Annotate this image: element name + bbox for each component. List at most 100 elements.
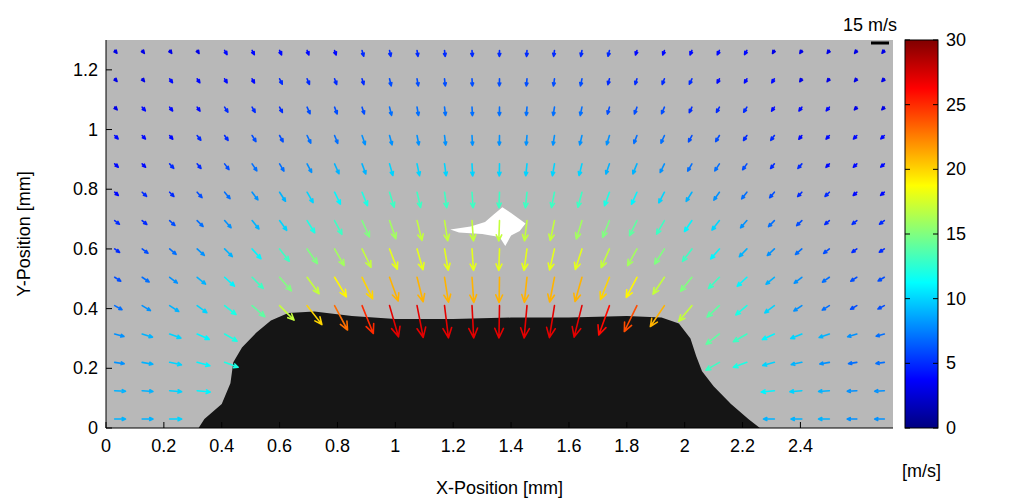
velocity-arrow — [498, 50, 501, 56]
reference-label: 15 m/s — [843, 15, 897, 35]
velocity-arrow — [280, 192, 286, 201]
velocity-arrow — [607, 79, 610, 85]
velocity-arrow — [876, 334, 884, 337]
velocity-arrow — [224, 50, 227, 54]
velocity-arrow — [252, 249, 261, 259]
velocity-arrow — [853, 164, 856, 167]
velocity-arrow — [141, 50, 144, 53]
velocity-arrow — [280, 79, 283, 84]
velocity-arrow — [115, 306, 122, 310]
velocity-arrow — [280, 221, 287, 231]
velocity-arrow — [522, 249, 528, 270]
x-tick-label: 2.2 — [730, 436, 755, 456]
velocity-arrow — [471, 50, 474, 56]
colorbar-tick — [933, 40, 938, 41]
velocity-arrow — [791, 334, 802, 339]
velocity-arrow — [115, 249, 120, 252]
colorbar-tick — [933, 104, 938, 105]
velocity-arrow — [761, 390, 774, 394]
velocity-arrow — [142, 390, 153, 393]
velocity-arrow — [115, 362, 125, 365]
velocity-arrow — [197, 107, 200, 111]
x-tick — [626, 422, 627, 428]
velocity-arrow — [471, 164, 474, 176]
velocity-arrow — [635, 50, 638, 55]
velocity-arrow — [634, 136, 637, 144]
x-tick-label: 0 — [101, 436, 111, 456]
colorbar-tick — [905, 298, 910, 299]
velocity-arrow — [706, 334, 719, 344]
velocity-arrow — [791, 362, 802, 365]
velocity-arrow — [745, 50, 748, 54]
velocity-arrow — [826, 107, 829, 111]
x-tick — [800, 422, 801, 428]
velocity-arrow — [197, 277, 205, 284]
velocity-arrow — [771, 136, 775, 141]
colorbar-tick-label: 20 — [946, 159, 966, 179]
velocity-arrow — [417, 277, 425, 301]
velocity-arrow — [142, 362, 153, 365]
velocity-arrow — [685, 221, 692, 232]
velocity-arrow — [576, 221, 582, 239]
velocity-arrow — [390, 164, 394, 176]
velocity-arrow — [225, 107, 228, 112]
velocity-arrow — [525, 164, 528, 176]
velocity-arrow — [822, 306, 829, 310]
y-tick-label: 0.4 — [73, 299, 98, 319]
velocity-arrow — [551, 164, 554, 176]
y-tick — [106, 368, 112, 369]
velocity-arrow — [495, 306, 504, 338]
velocity-arrow — [170, 306, 179, 312]
velocity-arrow — [280, 164, 284, 171]
velocity-arrow — [579, 136, 582, 145]
velocity-arrow — [773, 50, 776, 53]
x-tick — [106, 422, 107, 428]
velocity-arrow — [496, 221, 502, 241]
velocity-arrow — [819, 390, 830, 393]
velocity-arrow — [797, 221, 802, 226]
velocity-arrow — [791, 418, 802, 421]
velocity-arrow — [142, 306, 150, 311]
velocity-arrow — [362, 306, 374, 334]
y-tick — [106, 248, 112, 249]
velocity-arrow — [197, 136, 201, 141]
velocity-arrow — [875, 418, 885, 421]
velocity-arrow — [744, 107, 747, 112]
velocity-arrow — [733, 334, 747, 342]
velocity-arrow — [390, 306, 400, 337]
velocity-arrow — [444, 79, 447, 86]
velocity-arrow — [650, 306, 664, 327]
velocity-arrow — [362, 136, 365, 145]
velocity-arrow — [470, 221, 476, 241]
velocity-arrow — [225, 249, 233, 257]
velocity-arrow — [280, 107, 283, 112]
x-tick-label: 0.6 — [267, 436, 292, 456]
colorbar-tick — [933, 363, 938, 364]
x-tick-label: 0.2 — [151, 436, 176, 456]
velocity-arrow — [170, 221, 175, 226]
velocity-arrow — [716, 107, 719, 112]
velocity-arrow — [252, 136, 256, 142]
velocity-arrow — [707, 306, 719, 317]
velocity-arrow — [794, 277, 802, 283]
x-tick — [395, 422, 396, 428]
velocity-arrow — [852, 221, 857, 225]
velocity-arrow — [854, 107, 857, 110]
velocity-arrow — [142, 249, 148, 253]
chart: 00.20.40.60.811.21.41.61.822.22.400.20.4… — [0, 0, 1009, 504]
velocity-arrow — [224, 79, 227, 83]
velocity-arrow — [762, 334, 774, 340]
velocity-arrow — [689, 136, 692, 142]
velocity-arrow — [661, 136, 664, 144]
velocity-arrow — [225, 306, 236, 315]
velocity-arrow — [197, 249, 204, 255]
velocity-arrow — [471, 107, 474, 115]
velocity-arrow — [416, 79, 419, 86]
y-tick-label: 1.2 — [73, 60, 98, 80]
velocity-arrow — [225, 277, 235, 286]
velocity-arrow — [521, 306, 530, 338]
velocity-arrow — [683, 249, 692, 261]
velocity-arrow — [744, 136, 747, 141]
velocity-arrow — [737, 277, 747, 286]
velocity-arrow — [142, 418, 153, 421]
